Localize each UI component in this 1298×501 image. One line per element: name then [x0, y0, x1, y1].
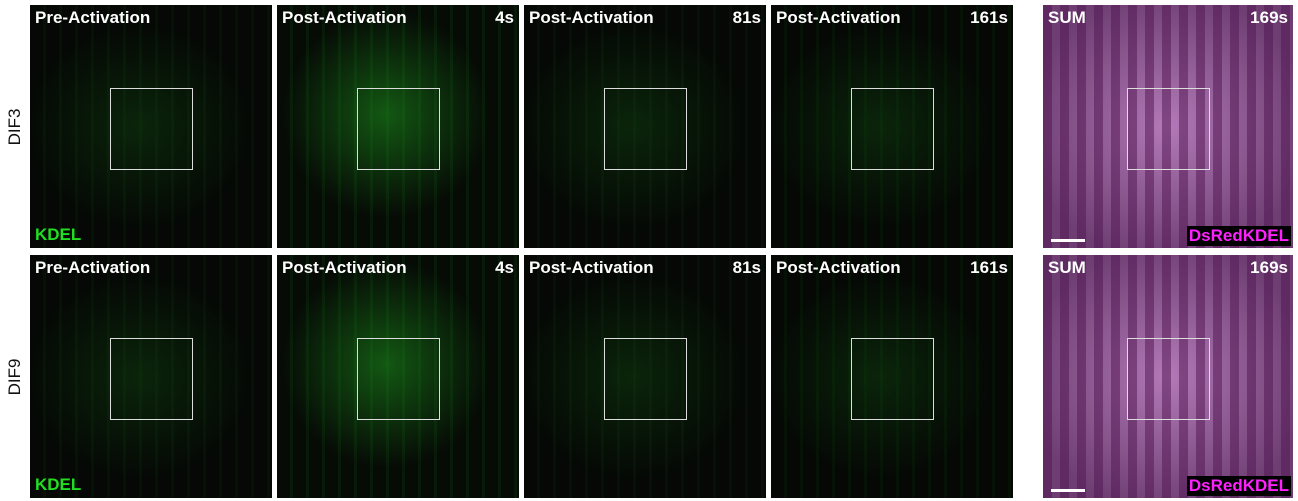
channel-label: KDEL: [35, 225, 81, 245]
scale-bar: [1051, 239, 1085, 242]
panel-title: Post-Activation: [776, 258, 901, 278]
image-panel: Pre-Activation KDEL: [30, 255, 272, 498]
panel-time: 4s: [495, 8, 514, 28]
roi-box: [1127, 88, 1210, 170]
panel-title: Post-Activation: [776, 8, 901, 28]
channel-label: KDEL: [35, 475, 81, 495]
roi-box: [604, 338, 687, 420]
roi-box: [851, 338, 934, 420]
roi-box: [110, 338, 193, 420]
roi-box: [110, 88, 193, 170]
panel-title: Pre-Activation: [35, 8, 150, 28]
row-label: DIF9: [5, 317, 25, 437]
roi-box: [1127, 338, 1210, 420]
panel-title: SUM: [1048, 8, 1086, 28]
image-panel: Post-Activation 81s: [524, 5, 766, 248]
panel-title: Post-Activation: [282, 258, 407, 278]
panel-time: 169s: [1250, 258, 1288, 278]
panel-title: Post-Activation: [529, 8, 654, 28]
image-panel: SUM 169s DsRedKDEL: [1043, 255, 1293, 498]
panel-title: Post-Activation: [282, 8, 407, 28]
image-panel: Post-Activation 161s: [771, 5, 1013, 248]
image-panel: Post-Activation 4s: [277, 255, 519, 498]
image-panel: Pre-Activation KDEL: [30, 5, 272, 248]
row-label: DIF3: [5, 67, 25, 187]
panel-title: Pre-Activation: [35, 258, 150, 278]
channel-label: DsRedKDEL: [1187, 226, 1291, 246]
figure: DIF3Pre-ActivationKDELPost-Activation4sP…: [0, 0, 1298, 501]
roi-box: [357, 88, 440, 170]
panel-time: 4s: [495, 258, 514, 278]
panel-time: 81s: [733, 8, 761, 28]
roi-box: [357, 338, 440, 420]
image-panel: Post-Activation 161s: [771, 255, 1013, 498]
roi-box: [851, 88, 934, 170]
channel-label: DsRedKDEL: [1187, 476, 1291, 496]
panel-title: Post-Activation: [529, 258, 654, 278]
image-panel: SUM 169s DsRedKDEL: [1043, 5, 1293, 248]
panel-time: 169s: [1250, 8, 1288, 28]
roi-box: [604, 88, 687, 170]
scale-bar: [1051, 489, 1085, 492]
panel-time: 161s: [970, 8, 1008, 28]
panel-time: 81s: [733, 258, 761, 278]
image-panel: Post-Activation 81s: [524, 255, 766, 498]
panel-time: 161s: [970, 258, 1008, 278]
panel-title: SUM: [1048, 258, 1086, 278]
image-panel: Post-Activation 4s: [277, 5, 519, 248]
